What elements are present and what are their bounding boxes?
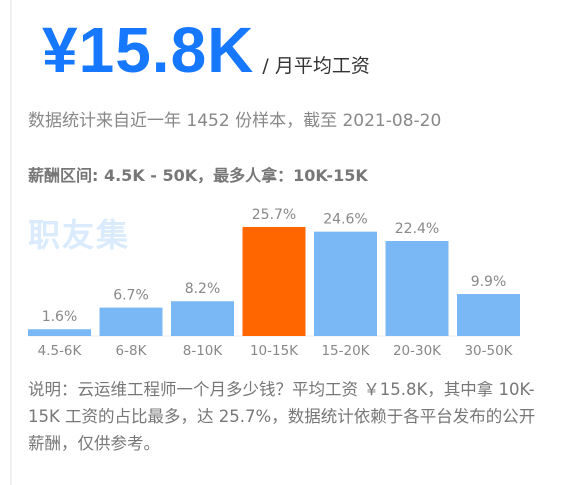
data-label-15-20K: 24.6% [323,212,367,228]
sample-info: 数据统计来自近一年 1452 份样本，截至 2021-08-20 [28,111,442,131]
average-salary: ¥15.8K / 月平均工资 [42,18,370,82]
tick-label-20-30K: 20-30K [393,343,442,359]
tick-label-4.5-6K: 4.5-6K [38,343,83,359]
data-label-20-30K: 22.4% [395,221,439,237]
data-label-30-50K: 9.9% [471,274,507,290]
tick-label-8-10K: 8-10K [183,343,224,359]
tick-label-30-50K: 30-50K [464,343,513,359]
explanation-note: 说明：云运维工程师一个月多少钱？平均工资 ￥15.8K，其中拿 10K-15K … [28,380,536,453]
tick-label-15-20K: 15-20K [321,343,370,359]
salary-value: ¥15.8K [42,14,255,86]
bar-4.5-6K [28,329,91,336]
tick-label-6-8K: 6-8K [116,343,148,359]
salary-unit: / 月平均工资 [262,55,370,77]
data-label-6-8K: 6.7% [113,288,149,304]
tick-label-10-15K: 10-15K [250,343,299,359]
divider [10,0,12,485]
watermark-logo: 职友集 [28,216,131,254]
bar-20-30K [385,240,449,336]
bar-15-20K [314,231,377,336]
data-label-4.5-6K: 1.6% [42,309,78,325]
bar-8-10K [171,301,234,336]
data-label-8-10K: 8.2% [185,281,221,297]
bar-30-50K [457,294,520,336]
salary-range: 薪酬区间: 4.5K - 50K，最多人拿：10K-15K [28,166,368,185]
bar-6-8K [99,307,163,336]
data-label-10-15K: 25.7% [252,207,296,223]
bar-10-15K [242,227,306,336]
